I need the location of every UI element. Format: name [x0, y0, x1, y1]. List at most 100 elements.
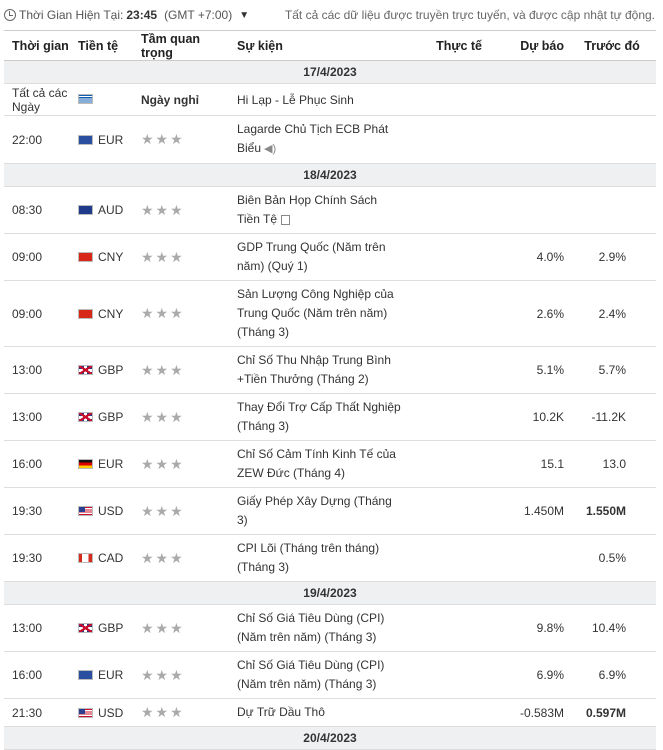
economic-calendar-table: Thời gian Tiền tệ Tầm quan trọng Sự kiện…	[4, 30, 656, 750]
event-forecast	[486, 534, 568, 582]
currency: CNY	[78, 307, 133, 321]
eur-flag-icon	[78, 670, 93, 680]
event-name-link[interactable]: Lagarde Chủ Tịch ECB Phát Biểu	[237, 122, 389, 155]
event-row[interactable]: 13:00 GBP ★★★ Chỉ Số Giá Tiêu Dùng (CPI) (N…	[4, 604, 656, 652]
event-name-link[interactable]: Sản Lượng Công Nghiệp của Trung Quốc (Nă…	[237, 287, 394, 339]
event-currency-cell: CNY	[74, 233, 137, 281]
importance-stars-icon: ★★★	[141, 248, 185, 265]
holiday-row[interactable]: Tất cả các Ngày Ngày nghỉ Hi Lạp - Lễ Ph…	[4, 83, 656, 116]
event-row[interactable]: 19:30 USD ★★★ Giấy Phép Xây Dựng (Tháng 3) 1…	[4, 487, 656, 535]
cny-flag-icon	[78, 252, 93, 262]
event-name-link[interactable]: Chỉ Số Cảm Tính Kinh Tế của ZEW Đức (Thá…	[237, 447, 396, 480]
event-name-link[interactable]: Thay Đổi Trợ Cấp Thất Nghiệp (Tháng 3)	[237, 400, 401, 433]
currency-code: USD	[98, 705, 124, 720]
importance-stars-icon: ★★★	[141, 619, 185, 636]
currency: EUR	[78, 457, 133, 471]
event-name-link[interactable]: Dự Trữ Dầu Thô	[237, 705, 325, 719]
event-name-cell: Biên Bản Họp Chính Sách Tiền Tệ	[233, 186, 406, 234]
importance-stars-icon: ★★★	[141, 201, 185, 218]
event-row[interactable]: 13:00 GBP ★★★ Chỉ Số Thu Nhập Trung Bình +T…	[4, 346, 656, 394]
chevron-down-icon[interactable]: ▼	[239, 9, 250, 21]
cad-flag-icon	[78, 553, 93, 563]
currency-code: CNY	[98, 306, 124, 321]
currency: EUR	[78, 668, 133, 682]
event-row[interactable]: 08:30 AUD ★★★ Biên Bản Họp Chính Sách Tiền …	[4, 186, 656, 234]
event-forecast	[486, 115, 568, 164]
importance-rating: ★★★	[137, 393, 233, 441]
importance-rating: ★★★	[137, 698, 233, 727]
event-name-cell: Dự Trữ Dầu Thô	[233, 698, 406, 727]
event-name-link[interactable]: Chỉ Số Giá Tiêu Dùng (CPI) (Năm trên năm…	[237, 658, 385, 691]
event-name-cell: Lagarde Chủ Tịch ECB Phát Biểu ◀)	[233, 115, 406, 164]
event-previous	[568, 186, 656, 234]
currency-code: AUD	[98, 203, 124, 217]
event-forecast: 10.2K	[486, 393, 568, 441]
date-label: 18/4/2023	[4, 163, 656, 187]
header-previous: Trước đó	[568, 30, 656, 61]
event-time: 13:00	[4, 604, 74, 652]
event-time: 16:00	[4, 651, 74, 699]
current-time-value: 23:45	[126, 8, 158, 22]
importance-rating: ★★★	[137, 346, 233, 394]
date-label: 19/4/2023	[4, 581, 656, 605]
importance-stars-icon: ★★★	[141, 666, 185, 683]
importance-rating: ★★★	[137, 280, 233, 347]
event-currency-cell: GBP	[74, 604, 137, 652]
event-previous: 5.7%	[568, 346, 656, 394]
event-name-cell: Thay Đổi Trợ Cấp Thất Nghiệp (Tháng 3)	[233, 393, 406, 441]
event-name-link[interactable]: Giấy Phép Xây Dựng (Tháng 3)	[237, 494, 392, 527]
event-row[interactable]: 22:00 EUR ★★★ Lagarde Chủ Tịch ECB Phát Biể…	[4, 115, 656, 164]
top-bar: Thời Gian Hiện Tại: 23:45 (GMT +7:00) ▼ …	[0, 0, 663, 30]
event-previous: 13.0	[568, 440, 656, 488]
event-row[interactable]: 16:00 EUR ★★★ Chỉ Số Cảm Tính Kinh Tế của Z…	[4, 440, 656, 488]
event-name-link[interactable]: Chỉ Số Thu Nhập Trung Bình +Tiền Thưởng …	[237, 353, 391, 386]
importance-stars-icon: ★★★	[141, 704, 185, 720]
event-row[interactable]: 09:00 CNY ★★★ GDP Trung Quốc (Năm trên năm)…	[4, 233, 656, 281]
header-time: Thời gian	[4, 30, 74, 61]
importance-rating: ★★★	[137, 604, 233, 652]
clock-icon	[4, 9, 16, 21]
speech-icon: ◀)	[264, 143, 277, 155]
currency-code: GBP	[98, 363, 124, 377]
event-row[interactable]: 21:30 USD ★★★ Dự Trữ Dầu Thô -0.583M 0.597M	[4, 698, 656, 727]
table-header-row: Thời gian Tiền tệ Tầm quan trọng Sự kiện…	[4, 30, 656, 61]
currency: CNY	[78, 250, 133, 264]
event-forecast: 6.9%	[486, 651, 568, 699]
currency-code: CNY	[98, 250, 124, 264]
importance-rating: ★★★	[137, 487, 233, 535]
event-previous: 0.597M	[568, 698, 656, 727]
importance-rating: ★★★	[137, 440, 233, 488]
timezone-label: (GMT +7:00)	[164, 8, 233, 22]
event-previous: 2.4%	[568, 280, 656, 347]
event-time: 19:30	[4, 534, 74, 582]
event-time: 21:30	[4, 698, 74, 727]
importance-stars-icon: ★★★	[141, 408, 185, 425]
event-currency-cell: GBP	[74, 393, 137, 441]
event-row[interactable]: 19:30 CAD ★★★ CPI Lõi (Tháng trên tháng) (T…	[4, 534, 656, 582]
event-row[interactable]: 13:00 GBP ★★★ Thay Đổi Trợ Cấp Thất Nghiệp …	[4, 393, 656, 441]
event-name-link[interactable]: Chỉ Số Giá Tiêu Dùng (CPI) (Năm trên năm…	[237, 611, 385, 644]
importance-stars-icon: ★★★	[141, 549, 185, 566]
holiday-time: Tất cả các Ngày	[4, 83, 74, 116]
currency: EUR	[78, 133, 133, 147]
current-time-selector[interactable]: Thời Gian Hiện Tại: 23:45 (GMT +7:00) ▼	[4, 8, 249, 22]
event-name-cell: Sản Lượng Công Nghiệp của Trung Quốc (Nă…	[233, 280, 406, 347]
currency: USD	[78, 706, 133, 720]
importance-stars-icon: ★★★	[141, 131, 185, 147]
importance-stars-icon: ★★★	[141, 455, 185, 472]
event-forecast	[486, 186, 568, 234]
germany-flag-icon	[78, 459, 93, 469]
event-actual	[406, 651, 486, 699]
event-name-link[interactable]: GDP Trung Quốc (Năm trên năm) (Quý 1)	[237, 240, 386, 273]
event-currency-cell: USD	[74, 487, 137, 535]
header-event: Sự kiện	[233, 30, 406, 61]
event-name-cell: Chỉ Số Thu Nhập Trung Bình +Tiền Thưởng …	[233, 346, 406, 394]
event-name-cell: GDP Trung Quốc (Năm trên năm) (Quý 1)	[233, 233, 406, 281]
event-name-link[interactable]: Biên Bản Họp Chính Sách Tiền Tệ	[237, 193, 378, 226]
event-time: 22:00	[4, 115, 74, 164]
event-row[interactable]: 16:00 EUR ★★★ Chỉ Số Giá Tiêu Dùng (CPI) (N…	[4, 651, 656, 699]
event-row[interactable]: 09:00 CNY ★★★ Sản Lượng Công Nghiệp của Tru…	[4, 280, 656, 347]
currency: GBP	[78, 410, 133, 424]
event-name-link[interactable]: CPI Lõi (Tháng trên tháng) (Tháng 3)	[237, 541, 380, 574]
holiday-event[interactable]: Hi Lạp - Lễ Phục Sinh	[233, 83, 656, 116]
